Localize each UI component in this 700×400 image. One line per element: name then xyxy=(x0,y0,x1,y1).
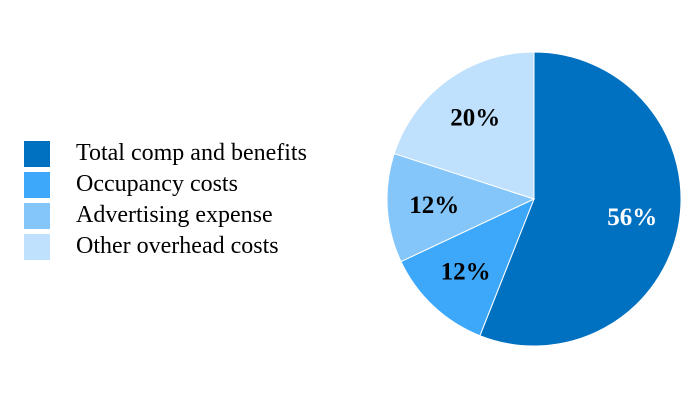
legend-label: Total comp and benefits xyxy=(76,140,307,166)
slice-data-label: 12% xyxy=(441,258,491,285)
legend-item: Total comp and benefits xyxy=(24,138,307,169)
pie-slice xyxy=(393,51,535,200)
slice-data-label: 12% xyxy=(409,192,459,219)
pie-slice xyxy=(479,51,682,347)
legend-swatch xyxy=(24,171,50,198)
slice-data-label: 20% xyxy=(450,105,500,132)
legend-item: Advertising expense xyxy=(24,200,307,231)
legend-item: Other overhead costs xyxy=(24,231,307,262)
pie-slice xyxy=(400,198,535,337)
slice-data-label: 56% xyxy=(607,204,657,231)
legend-item: Occupancy costs xyxy=(24,169,307,200)
legend-label: Other overhead costs xyxy=(76,233,279,259)
legend-swatch xyxy=(24,140,50,167)
legend-swatch xyxy=(24,202,50,229)
chart-legend: Total comp and benefits Occupancy costs Ad… xyxy=(24,138,307,262)
legend-label: Occupancy costs xyxy=(76,171,238,197)
legend-label: Advertising expense xyxy=(76,202,273,228)
pie-slice xyxy=(386,152,536,263)
legend-swatch xyxy=(24,233,50,260)
